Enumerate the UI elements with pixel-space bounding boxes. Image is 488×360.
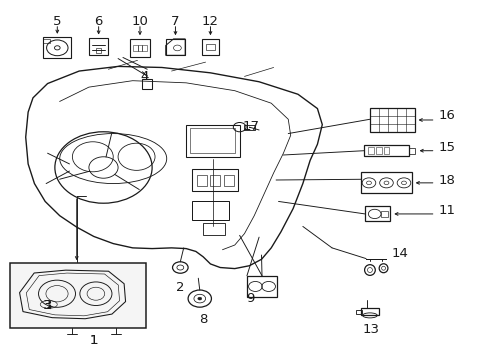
Text: 1: 1 bbox=[89, 333, 98, 347]
Bar bbox=[383, 147, 388, 154]
Bar bbox=[43, 39, 50, 42]
Text: 12: 12 bbox=[202, 14, 219, 27]
Bar bbox=[408, 148, 414, 154]
Bar bbox=[246, 276, 277, 297]
Bar bbox=[165, 39, 185, 55]
Text: 13: 13 bbox=[362, 323, 379, 336]
Text: 1: 1 bbox=[89, 333, 98, 347]
Text: 7: 7 bbox=[171, 14, 179, 27]
Circle shape bbox=[198, 297, 201, 300]
Bar bbox=[197, 175, 206, 186]
Bar bbox=[192, 201, 228, 220]
Bar bbox=[210, 175, 220, 186]
Bar bbox=[369, 108, 414, 132]
Bar bbox=[356, 310, 362, 314]
Text: 4: 4 bbox=[141, 70, 149, 83]
Bar bbox=[203, 223, 224, 235]
Text: 6: 6 bbox=[94, 14, 102, 27]
Text: 11: 11 bbox=[438, 204, 455, 217]
Bar bbox=[364, 145, 408, 156]
Text: 14: 14 bbox=[391, 247, 407, 260]
Bar bbox=[142, 79, 152, 89]
Text: 16: 16 bbox=[438, 109, 455, 122]
Bar bbox=[375, 147, 381, 154]
Bar bbox=[10, 263, 146, 328]
Text: 10: 10 bbox=[131, 14, 148, 27]
Text: 9: 9 bbox=[245, 292, 254, 305]
Bar bbox=[137, 45, 142, 51]
Text: 3: 3 bbox=[42, 299, 51, 312]
Bar bbox=[361, 172, 411, 193]
Text: 2: 2 bbox=[176, 281, 184, 294]
Bar bbox=[367, 147, 373, 154]
Text: 15: 15 bbox=[438, 141, 455, 154]
Bar bbox=[224, 175, 233, 186]
Bar bbox=[96, 48, 101, 53]
Bar bbox=[142, 45, 147, 51]
Bar bbox=[244, 125, 255, 130]
Text: 5: 5 bbox=[53, 14, 61, 27]
Text: 8: 8 bbox=[199, 313, 207, 326]
Bar bbox=[132, 45, 137, 51]
Bar bbox=[89, 38, 108, 55]
Bar bbox=[205, 44, 214, 50]
Bar bbox=[186, 125, 239, 157]
Bar bbox=[192, 169, 238, 191]
Bar bbox=[380, 211, 387, 217]
Bar bbox=[201, 39, 219, 55]
Text: 17: 17 bbox=[242, 120, 259, 133]
Text: 3: 3 bbox=[44, 299, 53, 312]
Bar bbox=[365, 206, 389, 221]
Text: 18: 18 bbox=[438, 174, 455, 186]
Bar bbox=[190, 129, 235, 153]
Bar bbox=[361, 307, 378, 315]
Bar bbox=[43, 37, 71, 58]
Bar bbox=[129, 39, 150, 57]
